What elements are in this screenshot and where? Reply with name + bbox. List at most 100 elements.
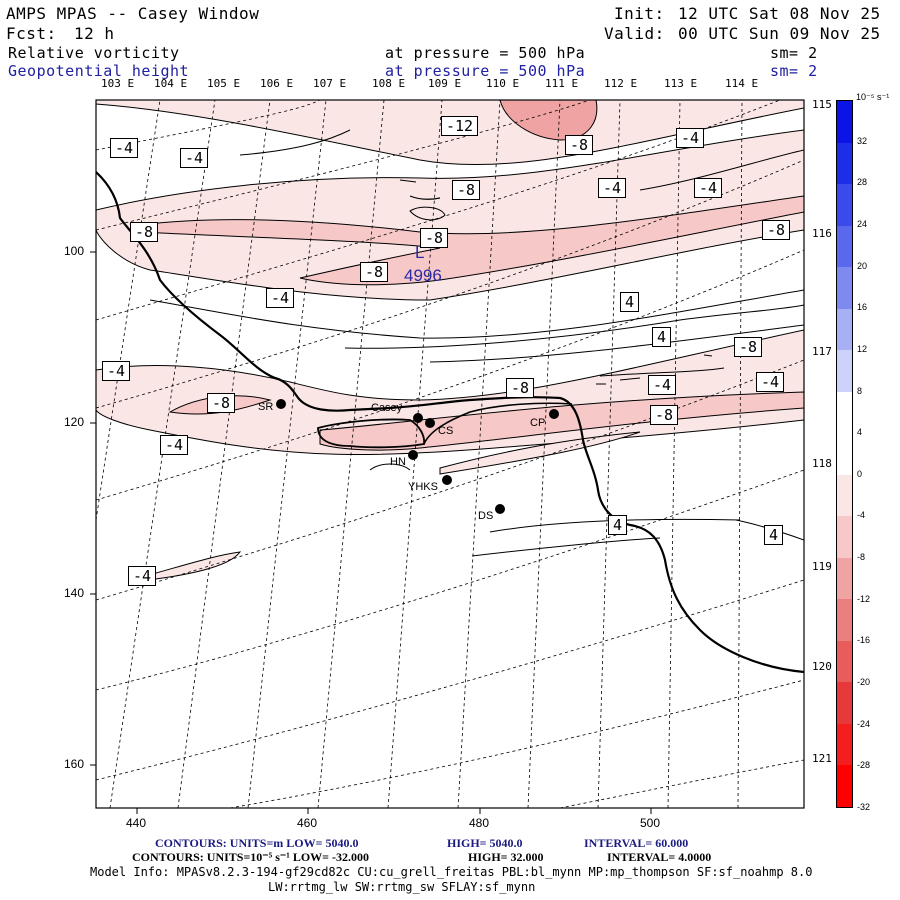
- colorbar-swatch: [837, 142, 852, 185]
- station-label: HN: [390, 456, 406, 468]
- vorticity-band-upper: [96, 129, 804, 301]
- colorbar-tick-label: -8: [857, 552, 866, 563]
- vorticity-band-southwest: [129, 551, 242, 583]
- contour-label: -4: [180, 148, 209, 168]
- longitude-label: 104 E: [154, 77, 188, 90]
- colorbar-swatch: [837, 101, 852, 143]
- colorbar-tick-label: -4: [857, 510, 866, 521]
- colorbar-tick-label: -12: [857, 593, 871, 604]
- colorbar-swatch: [837, 557, 852, 600]
- contour-label: -4: [160, 435, 189, 455]
- longitude-label: 107 E: [313, 77, 347, 90]
- low-center-value: 4996: [404, 266, 442, 285]
- colorbar-tick-label: 20: [857, 260, 868, 271]
- field1-name: Relative vorticity: [8, 44, 180, 62]
- longitude-label: 108 E: [372, 77, 406, 90]
- station-dot: [276, 399, 286, 409]
- colorbar-tick-label: -28: [857, 760, 871, 771]
- contour-label: -8: [650, 405, 679, 425]
- longitude-label: 114 E: [725, 77, 759, 90]
- contour-label: -8: [207, 393, 236, 413]
- footer-height-high: HIGH= 5040.0: [447, 836, 523, 850]
- station-dot: [413, 413, 423, 423]
- station-dot: [442, 475, 452, 485]
- footer-height-contours: CONTOURS: UNITS=m LOW= 5040.0: [155, 836, 359, 850]
- station-dot: [549, 409, 559, 419]
- vorticity-tail: [439, 431, 641, 475]
- colorbar-tick-label: 28: [857, 177, 868, 188]
- colorbar: [836, 100, 853, 808]
- contour-label: -4: [648, 375, 677, 395]
- field1-smoothing: sm= 2: [770, 44, 818, 62]
- station-label: SR: [258, 401, 274, 413]
- colorbar-swatch: [837, 184, 852, 226]
- contour-label: -8: [762, 220, 791, 240]
- valid-value: 00 UTC Sun 09 Nov 25: [678, 24, 881, 43]
- station-label: YHKS: [408, 481, 438, 493]
- longitude-label: 113 E: [664, 77, 698, 90]
- colorbar-tick-label: 8: [857, 385, 863, 396]
- init-label: Init:: [614, 4, 665, 23]
- contour-label: -8: [452, 180, 481, 200]
- station-label: Casey: [371, 402, 403, 414]
- colorbar-tick-label: 32: [857, 135, 868, 146]
- longitude-label: 105 E: [207, 77, 241, 90]
- colorbar-swatch: [837, 682, 852, 724]
- footer-vorticity-interval: INTERVAL= 4.0000: [607, 850, 712, 864]
- field2-level: at pressure = 500 hPa: [385, 62, 586, 80]
- contour-label: -4: [110, 138, 139, 158]
- model-info-radiation: LW:rrtmg_lw SW:rrtmg_sw SFLAY:sf_mynn: [268, 880, 536, 894]
- colorbar-swatch: [837, 765, 852, 807]
- contour-label: -12: [441, 116, 479, 136]
- footer-vorticity-contours: CONTOURS: UNITS=10⁻⁵ s⁻¹ LOW= -32.000: [132, 850, 370, 864]
- contour-label: -4: [128, 566, 157, 586]
- colorbar-swatch: [837, 474, 852, 517]
- y-axis-tick-label: 100: [64, 244, 85, 258]
- init-value: 12 UTC Sat 08 Nov 25: [678, 4, 881, 23]
- x-axis-tick-label: 440: [126, 816, 147, 830]
- contour-label: 4: [652, 327, 672, 347]
- contour-label: -8: [130, 222, 159, 242]
- contour-label: 4: [620, 292, 640, 312]
- colorbar-swatch: [837, 391, 852, 434]
- footer-height-interval: INTERVAL= 60.000: [584, 836, 689, 850]
- field2-name: Geopotential height: [8, 62, 190, 80]
- colorbar-swatch: [837, 516, 852, 558]
- colorbar-swatch: [837, 225, 852, 268]
- longitude-label: 111 E: [545, 77, 579, 90]
- contour-label: -8: [565, 135, 594, 155]
- contour-label: -4: [266, 288, 295, 308]
- forecast-label: Fcst:: [6, 24, 57, 43]
- colorbar-tick-label: 16: [857, 302, 868, 313]
- contour-label: -4: [598, 178, 627, 198]
- colorbar-tick-label: 24: [857, 218, 868, 229]
- longitude-label: 106 E: [260, 77, 294, 90]
- colorbar-tick-label: 0: [857, 468, 863, 479]
- field1-level: at pressure = 500 hPa: [385, 44, 586, 62]
- x-axis-tick-label: 460: [297, 816, 318, 830]
- low-center-symbol: L: [415, 243, 425, 262]
- colorbar-tick-label: -20: [857, 677, 871, 688]
- model-info: Model Info: MPASv8.2.3-194-gf29cd82c CU:…: [90, 865, 813, 879]
- longitude-label: 110 E: [486, 77, 520, 90]
- y-axis-tick-label: 120: [64, 415, 85, 429]
- station-label: CS: [438, 425, 454, 437]
- forecast-value: 12 h: [74, 24, 115, 43]
- field2-smoothing: sm= 2: [770, 62, 818, 80]
- colorbar-swatch: [837, 267, 852, 309]
- colorbar-tick-label: 4: [857, 427, 863, 438]
- contour-label: -4: [676, 128, 705, 148]
- coastline: [96, 171, 804, 674]
- contour-label: -4: [756, 372, 785, 392]
- longitude-label: 112 E: [604, 77, 638, 90]
- colorbar-tick-label: -16: [857, 635, 871, 646]
- contour-label: -8: [506, 378, 535, 398]
- colorbar-swatch: [837, 640, 852, 683]
- station-label: CP: [530, 417, 546, 429]
- y-axis-tick-label: 160: [64, 757, 85, 771]
- station-dot: [425, 418, 435, 428]
- contour-label: -8: [420, 228, 449, 248]
- figure-title: AMPS MPAS -- Casey Window: [6, 4, 260, 23]
- contour-label: -4: [102, 361, 131, 381]
